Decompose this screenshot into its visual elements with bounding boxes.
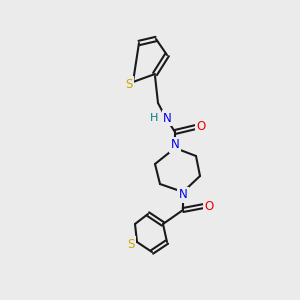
Text: S: S [127, 238, 135, 250]
Text: O: O [196, 121, 206, 134]
Text: N: N [163, 112, 172, 124]
Text: H: H [150, 113, 158, 123]
Text: S: S [125, 77, 133, 91]
Text: N: N [178, 188, 188, 202]
Text: O: O [204, 200, 214, 212]
Text: N: N [171, 139, 179, 152]
